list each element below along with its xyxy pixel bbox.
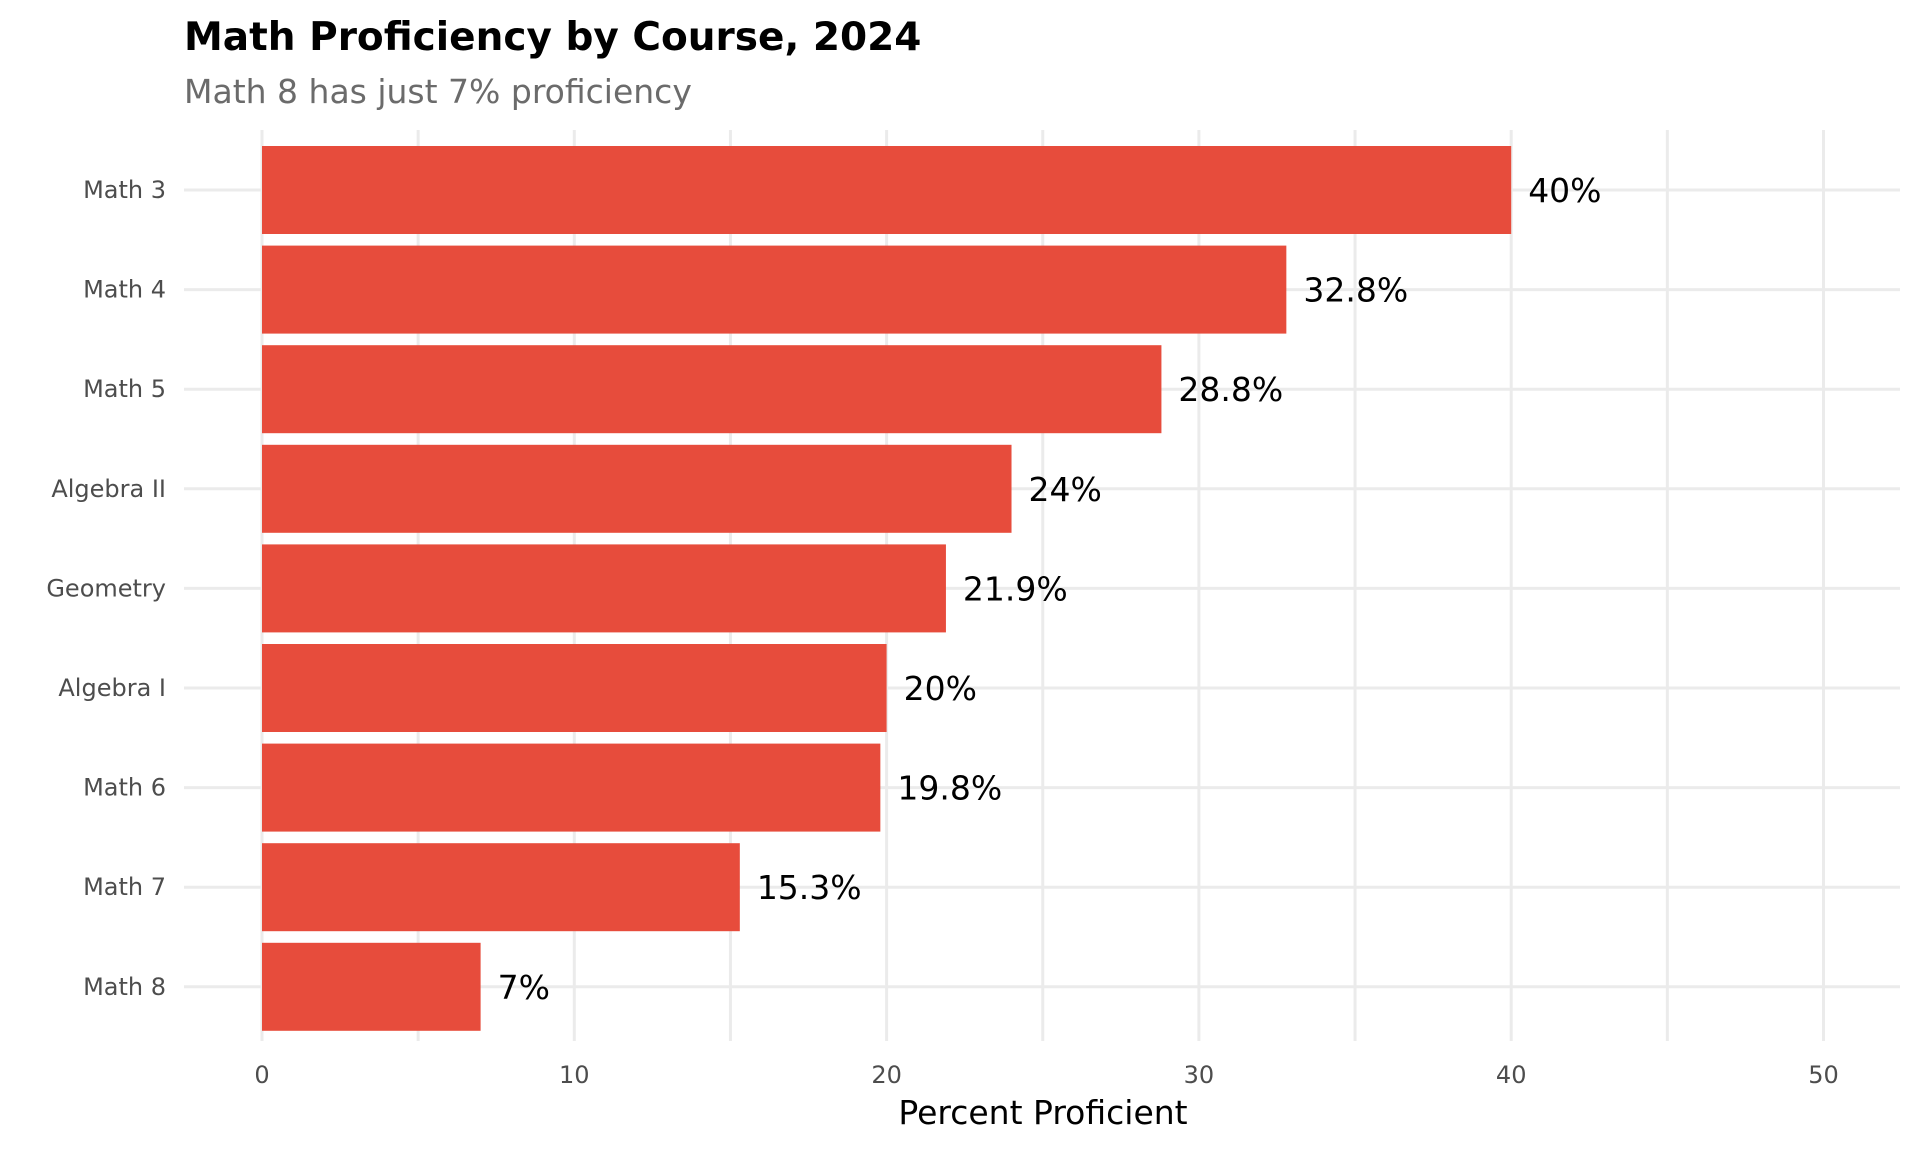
bar (262, 544, 946, 633)
category-label: Math 3 (83, 176, 166, 204)
bar (262, 245, 1287, 334)
x-tick-label: 10 (559, 1061, 590, 1089)
bar (262, 743, 881, 832)
x-tick-label: 20 (871, 1061, 902, 1089)
x-tick-label: 40 (1496, 1061, 1527, 1089)
bars (262, 146, 1512, 1031)
data-label: 40% (1528, 171, 1601, 210)
data-labels: 40% 32.8% 28.8% 24% 21.9% 20% 19.8% 15.3% 7% (498, 171, 1602, 1007)
category-labels: Math 3 Math 4 Math 5 Algebra II Geometry Alge… (46, 176, 166, 1001)
x-tick-label: 50 (1808, 1061, 1839, 1089)
data-label: 20% (904, 669, 977, 708)
chart-subtitle: Math 8 has just 7% proficiency (184, 72, 692, 111)
bar (262, 843, 740, 932)
x-tick-labels: 0 10 20 30 40 50 (254, 1061, 1838, 1089)
data-label: 28.8% (1178, 370, 1283, 409)
x-tick-label: 30 (1184, 1061, 1215, 1089)
data-label: 19.8% (897, 769, 1002, 808)
bar (262, 942, 481, 1031)
data-label: 21.9% (963, 569, 1068, 608)
data-label: 15.3% (757, 868, 862, 907)
category-label: Math 8 (83, 973, 166, 1001)
bar (262, 444, 1012, 533)
chart-title: Math Proficiency by Course, 2024 (184, 15, 921, 60)
data-label: 24% (1029, 470, 1102, 509)
category-label: Math 6 (83, 774, 166, 802)
x-axis-title: Percent Proficient (898, 1093, 1187, 1132)
data-label: 32.8% (1303, 271, 1408, 310)
category-label: Math 7 (83, 873, 166, 901)
category-label: Algebra II (51, 475, 166, 503)
data-label: 7% (498, 968, 550, 1007)
category-label: Math 5 (83, 375, 166, 403)
x-tick-label: 0 (254, 1061, 269, 1089)
bar (262, 345, 1162, 434)
category-label: Algebra I (58, 674, 166, 702)
bar (262, 146, 1512, 234)
category-label: Geometry (46, 574, 166, 602)
bar (262, 644, 887, 732)
category-label: Math 4 (83, 276, 166, 304)
